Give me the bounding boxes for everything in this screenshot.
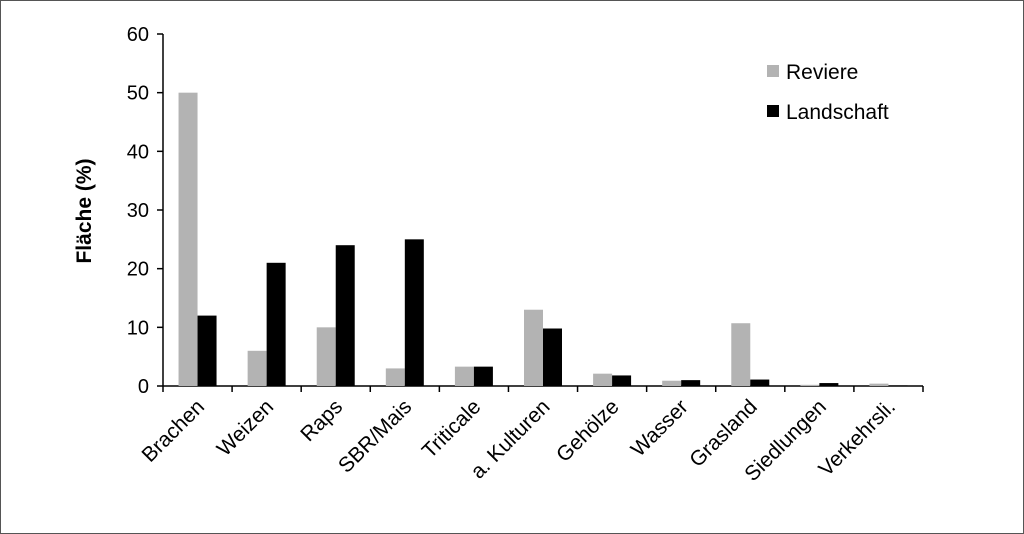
y-axis: 0 10 20 30 40 50 60 [127,24,164,398]
legend-swatch [767,105,779,117]
bar-landschaft [404,239,424,386]
legend-swatch [767,65,779,77]
y-tick-label: 20 [127,259,149,281]
bar-landschaft [612,375,632,386]
bar-reviere [593,373,613,386]
bar-landschaft [197,315,217,386]
bar-landschaft [543,328,562,386]
bar-reviere [662,380,682,386]
bar-landschaft [473,366,493,386]
x-category-label: Brachen [138,395,210,467]
y-tick-label: 30 [127,200,149,222]
bar-reviere [869,383,889,386]
legend-label: Reviere [786,61,858,84]
x-category-label: SBR/Mais [334,395,416,477]
x-category-label: Wasser [627,395,693,461]
bar-reviere [731,323,751,386]
bar-reviere [454,366,474,386]
y-axis-title: Fläche (%) [73,158,96,263]
bar-landschaft [750,379,770,386]
bar-landschaft [681,380,701,386]
bar-reviere [247,350,267,386]
x-axis [162,385,924,392]
bar-reviere [178,92,198,387]
x-category-label: Gehölze [552,395,624,467]
bar-landschaft [335,245,355,386]
x-category-label: Raps [296,395,347,446]
y-tick-label: 0 [138,376,149,398]
bar-landschaft [888,385,908,386]
bar-landschaft [266,262,286,386]
x-category-label: Triticale [418,395,486,463]
y-tick-label: 40 [127,141,149,163]
bars [178,92,908,387]
y-tick-label: 10 [127,317,149,339]
legend: Reviere Landschaft [767,61,889,124]
bar-reviere [524,309,543,386]
y-tick-label: 60 [127,24,149,46]
y-tick-label: 50 [127,83,149,105]
bar-landschaft [819,383,839,386]
bar-reviere [800,384,820,386]
bar-reviere [316,327,336,386]
legend-label: Landschaft [786,101,889,124]
x-category-label: Weizen [213,395,279,461]
bar-reviere [385,368,405,386]
